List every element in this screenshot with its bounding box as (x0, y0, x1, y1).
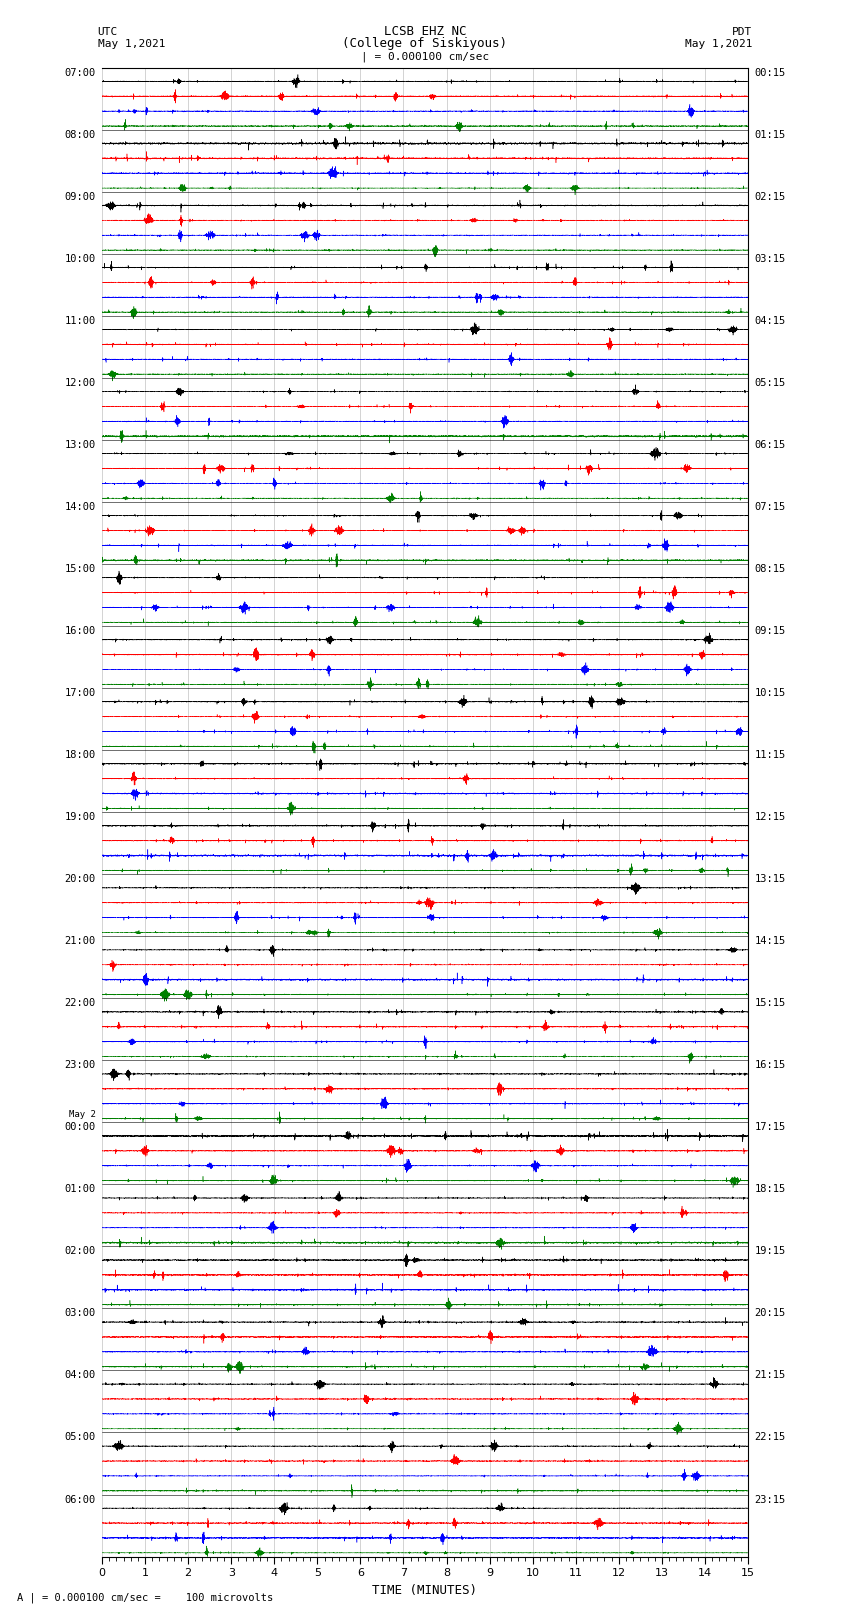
Text: 04:15: 04:15 (755, 316, 785, 326)
Text: UTC: UTC (98, 27, 118, 37)
Text: 17:00: 17:00 (65, 689, 95, 698)
Text: May 1,2021: May 1,2021 (98, 39, 165, 48)
Text: 08:00: 08:00 (65, 129, 95, 140)
Text: 17:15: 17:15 (755, 1123, 785, 1132)
Text: 00:00: 00:00 (65, 1123, 95, 1132)
Text: 11:00: 11:00 (65, 316, 95, 326)
Text: 08:15: 08:15 (755, 565, 785, 574)
Text: 06:15: 06:15 (755, 440, 785, 450)
Text: 14:15: 14:15 (755, 936, 785, 947)
Text: 10:15: 10:15 (755, 689, 785, 698)
Text: 02:00: 02:00 (65, 1247, 95, 1257)
Text: 04:00: 04:00 (65, 1371, 95, 1381)
Text: | = 0.000100 cm/sec: | = 0.000100 cm/sec (361, 52, 489, 63)
Text: 09:00: 09:00 (65, 192, 95, 202)
Text: 18:00: 18:00 (65, 750, 95, 760)
Text: A | = 0.000100 cm/sec =    100 microvolts: A | = 0.000100 cm/sec = 100 microvolts (17, 1592, 273, 1603)
Text: 12:15: 12:15 (755, 813, 785, 823)
Text: 23:15: 23:15 (755, 1495, 785, 1505)
Text: 19:15: 19:15 (755, 1247, 785, 1257)
X-axis label: TIME (MINUTES): TIME (MINUTES) (372, 1584, 478, 1597)
Text: 12:00: 12:00 (65, 377, 95, 387)
Text: 10:00: 10:00 (65, 253, 95, 265)
Text: May 2: May 2 (69, 1110, 95, 1119)
Text: 15:00: 15:00 (65, 565, 95, 574)
Text: 07:15: 07:15 (755, 502, 785, 511)
Text: 11:15: 11:15 (755, 750, 785, 760)
Text: 05:15: 05:15 (755, 377, 785, 387)
Text: 18:15: 18:15 (755, 1184, 785, 1194)
Text: 14:00: 14:00 (65, 502, 95, 511)
Text: LCSB EHZ NC: LCSB EHZ NC (383, 26, 467, 39)
Text: 23:00: 23:00 (65, 1060, 95, 1071)
Text: 03:15: 03:15 (755, 253, 785, 265)
Text: 05:00: 05:00 (65, 1432, 95, 1442)
Text: 00:15: 00:15 (755, 68, 785, 77)
Text: (College of Siskiyous): (College of Siskiyous) (343, 37, 507, 50)
Text: 21:15: 21:15 (755, 1371, 785, 1381)
Text: 02:15: 02:15 (755, 192, 785, 202)
Text: 20:00: 20:00 (65, 874, 95, 884)
Text: 22:00: 22:00 (65, 998, 95, 1008)
Text: PDT: PDT (732, 27, 752, 37)
Text: 21:00: 21:00 (65, 936, 95, 947)
Text: 01:00: 01:00 (65, 1184, 95, 1194)
Text: 16:00: 16:00 (65, 626, 95, 636)
Text: 01:15: 01:15 (755, 129, 785, 140)
Text: May 1,2021: May 1,2021 (685, 39, 752, 48)
Text: 19:00: 19:00 (65, 813, 95, 823)
Text: 22:15: 22:15 (755, 1432, 785, 1442)
Text: 16:15: 16:15 (755, 1060, 785, 1071)
Text: 20:15: 20:15 (755, 1308, 785, 1318)
Text: 09:15: 09:15 (755, 626, 785, 636)
Text: 13:00: 13:00 (65, 440, 95, 450)
Text: 13:15: 13:15 (755, 874, 785, 884)
Text: 06:00: 06:00 (65, 1495, 95, 1505)
Text: 07:00: 07:00 (65, 68, 95, 77)
Text: 15:15: 15:15 (755, 998, 785, 1008)
Text: 03:00: 03:00 (65, 1308, 95, 1318)
